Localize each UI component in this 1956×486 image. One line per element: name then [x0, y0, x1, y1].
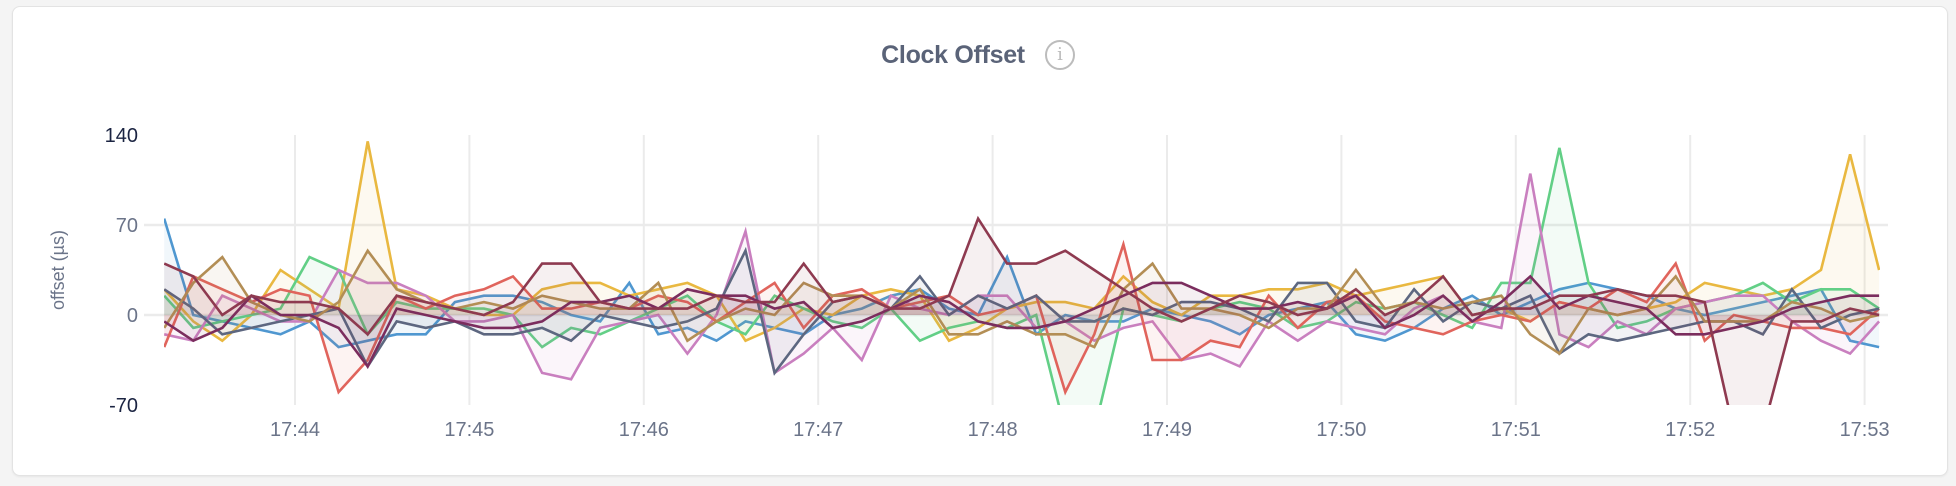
- chart-title-row: Clock Offset i: [0, 40, 1956, 71]
- x-tick-label: 17:47: [793, 419, 843, 441]
- series-3-area: [164, 173, 1880, 380]
- x-tick-label: 17:44: [270, 419, 320, 441]
- grid: [144, 135, 1888, 405]
- y-tick-label: -70: [109, 395, 138, 417]
- series-5-area: [164, 250, 1880, 373]
- series-group: [164, 141, 1880, 431]
- series-7-area: [164, 276, 1880, 367]
- y-axis: 140 70 0 -70: [105, 125, 138, 417]
- chart-title: Clock Offset: [881, 40, 1025, 69]
- series-7-line[interactable]: [164, 274, 1880, 369]
- x-tick-label: 17:46: [619, 419, 669, 441]
- x-tick-label: 17:45: [444, 419, 494, 441]
- y-tick-label: 0: [127, 305, 138, 327]
- x-tick-label: 17:52: [1665, 419, 1715, 441]
- info-icon[interactable]: i: [1044, 40, 1075, 71]
- series-3-line[interactable]: [164, 173, 1880, 381]
- x-tick-label: 17:50: [1316, 419, 1366, 441]
- series-4-area: [164, 244, 1880, 393]
- x-tick-label: 17:48: [968, 419, 1018, 441]
- series-8-line[interactable]: [164, 215, 1880, 431]
- x-tick-label: 17:49: [1142, 419, 1192, 441]
- x-axis: 17:44 17:45 17:46 17:47 17:48 17:49 17:50 17:51…: [270, 419, 1890, 441]
- series-0-area: [164, 218, 1880, 348]
- y-tick-label: 70: [116, 215, 138, 237]
- x-tick-label: 17:51: [1491, 419, 1541, 441]
- x-tick-label: 17:53: [1840, 419, 1890, 441]
- series-5-line[interactable]: [164, 246, 1880, 376]
- chart-card: [12, 6, 1948, 476]
- series-2-area: [164, 147, 1880, 405]
- y-tick-label: 140: [105, 125, 138, 147]
- y-axis-label: offset (µs): [48, 230, 68, 310]
- series-8-area: [164, 218, 1880, 405]
